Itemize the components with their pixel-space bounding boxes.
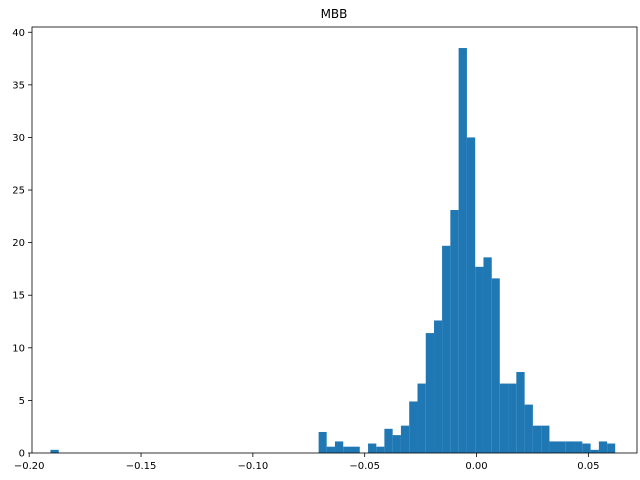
histogram-bar-19 (475, 266, 484, 453)
histogram-bar-16 (450, 210, 459, 453)
histogram-bar-20 (483, 257, 492, 453)
histogram-bar-26 (532, 425, 542, 453)
y-tick-label: 0 (19, 449, 25, 460)
histogram-bar-2 (326, 446, 335, 453)
x-tick-label: 0.05 (577, 461, 599, 472)
histogram-bar-6 (368, 443, 377, 453)
histogram-bar-22 (499, 383, 509, 453)
y-tick-label: 10 (12, 343, 25, 354)
histogram-bar-10 (400, 425, 410, 453)
histogram-bar-29 (557, 441, 566, 453)
histogram-bar-4 (343, 446, 352, 453)
bars-group (50, 48, 616, 453)
x-axis: −0.20 −0.15 −0.10 −0.05 0.00 0.05 (14, 453, 599, 472)
histogram-bar-3 (334, 441, 344, 453)
chart-title: MBB (321, 7, 348, 21)
histogram-bar-23 (508, 383, 517, 453)
y-tick-label: 35 (12, 80, 25, 91)
plot-frame (31, 26, 638, 454)
histogram-bar-35 (607, 443, 616, 453)
x-tick-label: 0.00 (465, 461, 487, 472)
x-tick-label: −0.05 (349, 461, 380, 472)
x-tick-label: −0.15 (126, 461, 157, 472)
y-tick-label: 25 (12, 186, 25, 197)
histogram-bar-11 (409, 401, 418, 453)
histogram-bar-7 (376, 446, 385, 453)
histogram-bar-18 (466, 137, 476, 453)
y-tick-label: 5 (19, 396, 25, 407)
histogram-bar-0 (50, 449, 59, 453)
histogram-bar-30 (565, 441, 575, 453)
y-axis: 0 5 10 15 20 25 30 35 40 (12, 28, 32, 460)
y-tick-label: 20 (12, 238, 25, 249)
x-tick-label: −0.20 (14, 461, 45, 472)
y-tick-label: 15 (12, 291, 25, 302)
histogram-bar-14 (434, 320, 443, 453)
histogram-bar-1 (318, 431, 327, 453)
histogram-bar-5 (351, 446, 360, 453)
histogram-bar-21 (491, 278, 500, 453)
histogram-bar-34 (598, 441, 608, 453)
histogram-bar-27 (541, 425, 550, 453)
histogram-bar-12 (417, 383, 426, 453)
x-tick-label: −0.10 (238, 461, 269, 472)
histogram-bar-28 (549, 441, 558, 453)
y-tick-label: 40 (12, 28, 25, 39)
histogram-bar-15 (442, 245, 451, 453)
y-tick-label: 30 (12, 133, 25, 144)
histogram-bar-8 (384, 428, 393, 453)
histogram-bar-25 (524, 404, 533, 453)
histogram-bar-32 (582, 443, 591, 453)
histogram-bar-17 (458, 48, 467, 453)
histogram-bar-33 (590, 449, 599, 453)
histogram-bar-24 (516, 372, 525, 453)
histogram-bar-13 (425, 333, 435, 453)
histogram-bar-31 (574, 441, 583, 453)
histogram-bar-9 (392, 435, 401, 453)
